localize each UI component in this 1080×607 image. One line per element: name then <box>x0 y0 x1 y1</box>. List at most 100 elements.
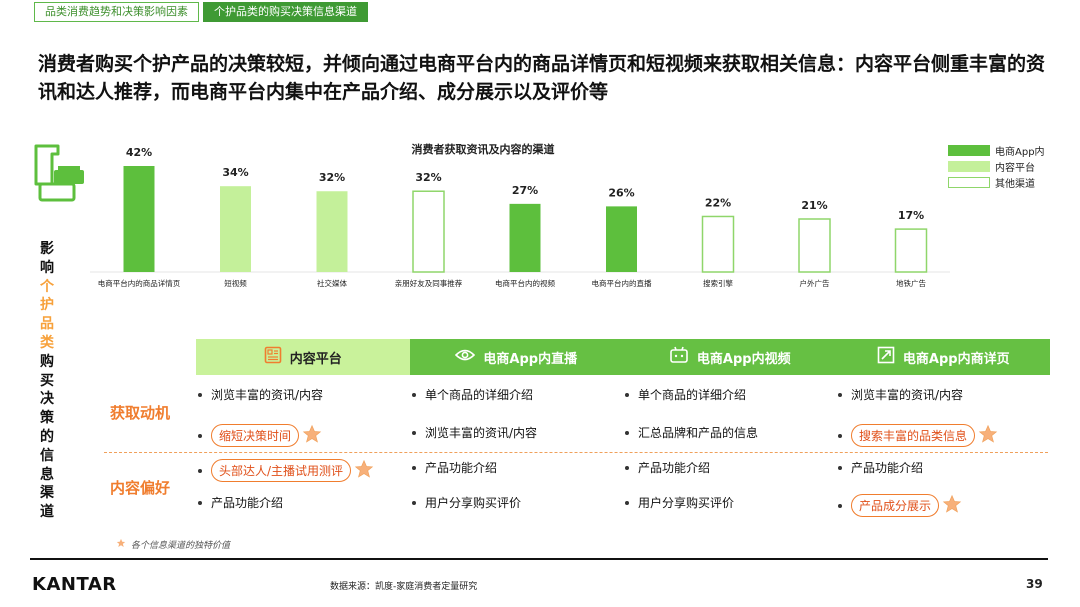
channel-header: 内容平台 电商App内直播 电商App内视频 电商App内商详页 <box>196 339 1050 375</box>
bar-6 <box>701 215 735 273</box>
value-label-3: 32% <box>415 171 441 184</box>
bullet-dot <box>625 392 629 397</box>
cell-text: 产品功能介绍 <box>211 496 284 510</box>
category-label-3: 亲朋好友及同事推荐 <box>395 278 463 288</box>
matrix-cell: 单个商品的详细介绍 <box>625 386 746 403</box>
matrix-cell: 搜索丰富的品类信息 <box>838 424 998 447</box>
value-label-4: 27% <box>512 184 538 197</box>
value-label-5: 26% <box>608 186 634 199</box>
cell-text: 用户分享购买评价 <box>638 496 735 510</box>
matrix-cell: 浏览丰富的资讯/内容 <box>198 386 323 403</box>
matrix-cell: 浏览丰富的资讯/内容 <box>412 424 537 441</box>
star-icon <box>116 538 126 551</box>
cell-text: 用户分享购买评价 <box>425 496 522 510</box>
bullet-dot <box>625 430 629 435</box>
value-label-1: 34% <box>222 166 248 179</box>
matrix-cell: 产品功能介绍 <box>838 459 923 476</box>
category-label-1: 短视频 <box>224 278 247 288</box>
star-icon <box>354 459 374 482</box>
cell-text: 产品功能介绍 <box>851 461 924 475</box>
bullet-dot <box>198 468 202 473</box>
chart-title: 消费者获取资讯及内容的渠道 <box>412 142 555 156</box>
footnote-text: 各个信息渠道的独特价值 <box>131 541 231 551</box>
robot-face-icon <box>669 346 689 368</box>
matrix-cell: 产品功能介绍 <box>412 459 497 476</box>
matrix-cell: 缩短决策时间 <box>198 424 322 447</box>
category-label-2: 社交媒体 <box>317 278 347 288</box>
channel-label: 电商App内商详页 <box>902 351 1010 367</box>
bullet-dot <box>838 465 842 470</box>
section-tabs: 品类消费趋势和决策影响因素 个护品类的购买决策信息渠道 <box>34 2 368 22</box>
bullet-dot <box>838 433 842 438</box>
bullet-dot <box>198 500 202 505</box>
category-label-5: 电商平台内的直播 <box>592 278 652 288</box>
matrix-cell: 产品成分展示 <box>838 494 962 517</box>
matrix-cell: 单个商品的详细介绍 <box>412 386 533 403</box>
bar-2 <box>316 191 348 272</box>
cell-text: 产品功能介绍 <box>638 461 711 475</box>
bullet-dot <box>412 500 416 505</box>
matrix-cell: 汇总品牌和产品的信息 <box>625 424 758 441</box>
value-label-2: 32% <box>319 171 345 184</box>
bullet-dot <box>625 465 629 470</box>
cell-text: 单个商品的详细介绍 <box>638 388 747 402</box>
channel-app-live: 电商App内直播 <box>409 339 623 375</box>
bullet-dot <box>412 430 416 435</box>
bullet-dot <box>412 392 416 397</box>
category-label-6: 搜索引擎 <box>703 278 733 288</box>
legend-item-1: 内容平台 <box>948 158 1045 174</box>
value-label-8: 17% <box>898 209 924 222</box>
legend-label: 电商App内 <box>995 146 1045 158</box>
value-label-6: 22% <box>705 196 731 209</box>
bar-1 <box>220 186 251 272</box>
category-label-0: 电商平台内的商品详情页 <box>98 278 181 288</box>
row-label-content-preference: 内容偏好 <box>110 479 171 497</box>
row-divider <box>104 452 1048 453</box>
channel-label: 内容平台 <box>289 351 342 367</box>
skincare-bottle-icon <box>28 140 92 210</box>
chart-legend: 电商App内 内容平台 其他渠道 <box>948 142 1045 190</box>
channel-app-detail-page: 电商App内商详页 <box>836 339 1050 375</box>
bar-4 <box>509 203 541 272</box>
channel-app-video: 电商App内视频 <box>623 339 837 375</box>
channel-label: 电商App内直播 <box>483 351 578 367</box>
bullet-dot <box>838 503 842 508</box>
bullet-dot <box>412 465 416 470</box>
legend-swatch <box>948 176 990 188</box>
channel-label: 电商App内视频 <box>696 351 791 367</box>
category-label-4: 电商平台内的视频 <box>495 278 555 288</box>
highlight-pill: 搜索丰富的品类信息 <box>851 424 976 447</box>
bullet-dot <box>625 500 629 505</box>
bullet-dot <box>198 392 202 397</box>
category-label-8: 地铁广告 <box>896 278 926 288</box>
side-title-suffix: 购买决策的信息渠道 <box>40 353 54 521</box>
value-label-7: 21% <box>801 199 827 212</box>
legend-swatch <box>948 144 990 156</box>
highlight-pill: 产品成分展示 <box>851 494 940 517</box>
footer-rule <box>30 558 1048 560</box>
tab-decision-channels[interactable]: 个护品类的购买决策信息渠道 <box>203 2 368 22</box>
row-label-motivation: 获取动机 <box>110 404 171 422</box>
side-vertical-title: 影响个护品类购买决策的信息渠道 <box>40 240 58 522</box>
page-headline: 消费者购买个护产品的决策较短，并倾向通过电商平台内的商品详情页和短视频来获取相关… <box>38 53 1046 103</box>
bar-0 <box>123 166 155 272</box>
bullet-dot <box>838 392 842 397</box>
category-label-7: 户外广告 <box>800 278 830 288</box>
cell-text: 浏览丰富的资讯/内容 <box>425 426 538 440</box>
kantar-logo: KANTAR <box>32 574 117 595</box>
bar-7 <box>798 218 831 273</box>
bar-3 <box>412 190 445 273</box>
value-label-0: 42% <box>126 146 152 159</box>
footnote: 各个信息渠道的独特价值 <box>116 538 230 551</box>
bar-8 <box>894 228 928 273</box>
page-number: 39 <box>1026 577 1043 591</box>
side-title-highlight: 个护品类 <box>40 278 54 351</box>
cell-text: 浏览丰富的资讯/内容 <box>851 388 964 402</box>
channel-bar-chart: 消费者获取资讯及内容的渠道 42% 电商平台内的商品详情页 34% 短视频 32% 社交媒… <box>90 142 950 288</box>
legend-swatch <box>948 160 990 172</box>
matrix-cell: 用户分享购买评价 <box>412 494 521 511</box>
side-title-prefix: 影响 <box>40 241 54 276</box>
tab-consumption-trends[interactable]: 品类消费趋势和决策影响因素 <box>34 2 199 22</box>
bar-5 <box>606 206 637 272</box>
cell-text: 汇总品牌和产品的信息 <box>638 426 759 440</box>
